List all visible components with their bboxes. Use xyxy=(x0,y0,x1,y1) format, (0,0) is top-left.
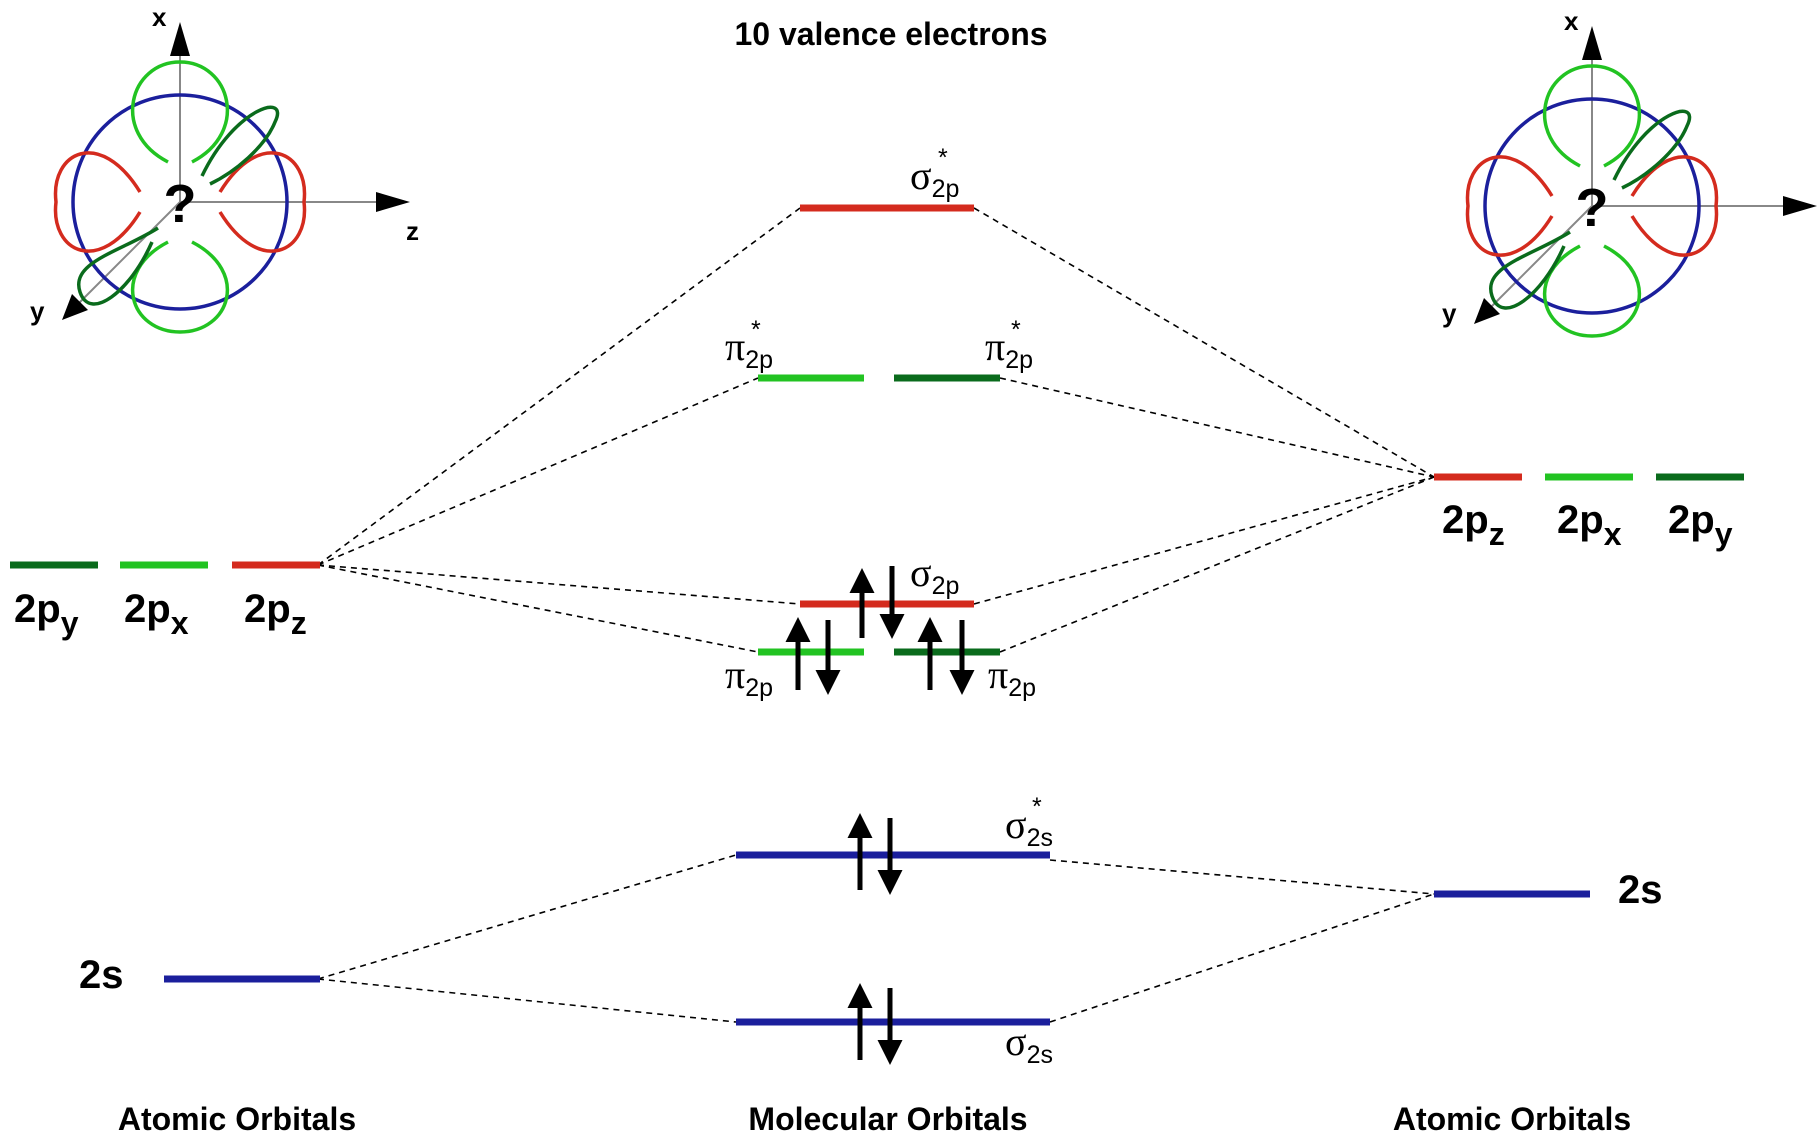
diagram-title: 10 valence electrons xyxy=(734,16,1047,52)
molecular-orbital-levels: σ2p * π2p * π2p * σ2p π2p π2p σ2s * σ2s xyxy=(725,144,1053,1069)
corr-line xyxy=(317,377,759,566)
corr-line xyxy=(1049,859,1435,895)
pz-orbital-lobe xyxy=(1465,155,1554,257)
corr-line xyxy=(317,564,801,605)
pi-2p-star-left-label: π2p xyxy=(725,324,773,374)
right-footer-label: Atomic Orbitals xyxy=(1393,1101,1631,1137)
corr-line xyxy=(999,377,1435,478)
px-orbital-lobe xyxy=(1542,244,1642,338)
y-axis xyxy=(69,201,181,313)
z-axis-arrow-icon xyxy=(376,192,410,212)
sigma-2s-star-label: σ2s xyxy=(1005,802,1053,852)
pz-orbital-lobe xyxy=(218,151,307,253)
pi-2p-star-right-label: π2p xyxy=(985,324,1033,374)
pi-2p-star-left-sup: * xyxy=(751,316,761,344)
s-orbital-shape xyxy=(71,93,289,311)
sigma-2s-star-sup: * xyxy=(1032,793,1042,821)
sigma-2s-label: σ2s xyxy=(1005,1019,1053,1069)
px-orbital-lobe xyxy=(130,240,230,334)
y-axis-label: y xyxy=(30,296,45,326)
left-orbital-illustration: x z y ? xyxy=(30,2,419,334)
right-2px-label: 2px xyxy=(1557,498,1622,552)
sigma-2p-label: σ2p xyxy=(910,550,959,600)
y-axis-label: y xyxy=(1442,298,1457,328)
right-atomic-levels: 2pz 2px 2py 2s xyxy=(1434,473,1744,912)
corr-line xyxy=(999,476,1435,653)
right-2s-label: 2s xyxy=(1618,868,1663,912)
left-2s-label: 2s xyxy=(79,953,124,997)
y-axis-arrow-icon xyxy=(62,294,88,320)
z-axis-label: z xyxy=(406,216,419,246)
corr-line xyxy=(317,207,801,566)
z-axis-arrow-icon xyxy=(1783,196,1817,216)
corr-line xyxy=(1049,893,1435,1023)
correlation-lines xyxy=(317,207,1435,1023)
electron-arrows xyxy=(785,566,975,1065)
py-orbital-lobe xyxy=(200,105,280,186)
sigma-2p-star-label: σ2p xyxy=(910,153,959,203)
corr-line xyxy=(317,564,759,653)
left-2py-label: 2py xyxy=(14,587,79,641)
unknown-orbital-symbol: ? xyxy=(1576,178,1609,238)
pi-2p-left-label: π2p xyxy=(725,652,773,702)
px-orbital-lobe xyxy=(1542,64,1642,168)
right-2py-label: 2py xyxy=(1668,498,1733,552)
py-orbital-lobe xyxy=(1612,109,1692,190)
pz-orbital-lobe xyxy=(53,151,142,253)
corr-line xyxy=(317,978,737,1023)
pi-2p-star-right-sup: * xyxy=(1011,316,1021,344)
pi-2p-right-label: π2p xyxy=(988,652,1036,702)
left-2px-label: 2px xyxy=(124,587,189,641)
unknown-orbital-symbol: ? xyxy=(164,174,197,234)
left-2pz-label: 2pz xyxy=(244,587,307,641)
right-2pz-label: 2pz xyxy=(1442,498,1505,552)
y-axis xyxy=(1481,205,1593,317)
left-atomic-levels: 2py 2px 2pz 2s xyxy=(10,561,320,997)
sigma-2p-star-sup: * xyxy=(938,144,948,172)
s-orbital-shape xyxy=(1483,97,1701,315)
x-axis-arrow-icon xyxy=(1582,26,1602,60)
x-axis-label: x xyxy=(152,2,167,32)
pz-orbital-lobe xyxy=(1630,155,1719,257)
center-footer-label: Molecular Orbitals xyxy=(748,1101,1027,1137)
corr-line xyxy=(973,207,1435,478)
x-axis-arrow-icon xyxy=(170,22,190,56)
left-footer-label: Atomic Orbitals xyxy=(118,1101,356,1137)
px-orbital-lobe xyxy=(130,60,230,164)
corr-line xyxy=(317,854,737,980)
right-orbital-illustration: x y ? xyxy=(1442,6,1817,338)
corr-line xyxy=(973,476,1435,605)
py-orbital-lobe xyxy=(76,226,159,306)
x-axis-label: x xyxy=(1564,6,1579,36)
y-axis-arrow-icon xyxy=(1474,298,1500,324)
py-orbital-lobe xyxy=(1488,230,1571,310)
